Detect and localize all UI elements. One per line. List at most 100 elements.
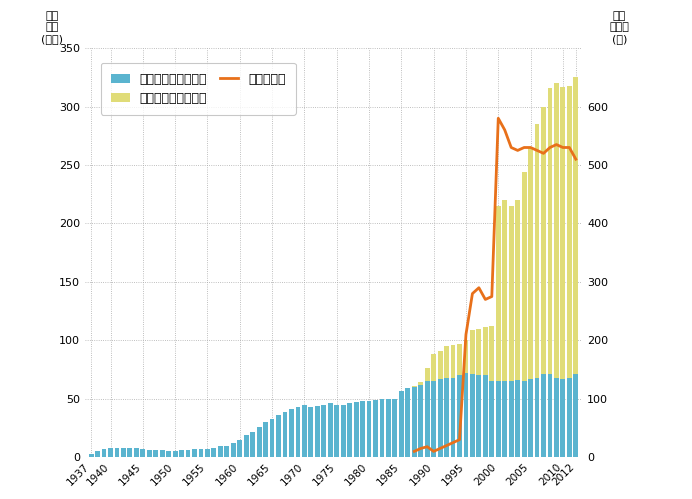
Bar xyxy=(276,415,281,457)
Bar xyxy=(464,373,468,457)
連結会社数 xyxy=(475,285,483,291)
Legend: 総従業員数（単独）, 総従業員数（連結）, 連結会社数: 総従業員数（単独）, 総従業員数（連結）, 連結会社数 xyxy=(101,62,296,115)
Bar xyxy=(509,206,513,381)
Bar xyxy=(464,340,468,373)
Bar xyxy=(134,448,139,457)
Bar xyxy=(425,368,430,381)
Bar xyxy=(237,440,242,457)
Bar xyxy=(489,381,494,457)
Bar xyxy=(541,107,546,374)
連結会社数 xyxy=(539,150,547,156)
Bar xyxy=(522,172,527,381)
Bar xyxy=(483,327,488,375)
Bar xyxy=(496,206,501,381)
Bar xyxy=(444,378,449,457)
Bar xyxy=(535,378,540,457)
Bar xyxy=(561,379,565,457)
Bar xyxy=(270,419,275,457)
Bar xyxy=(450,378,455,457)
連結会社数 xyxy=(462,331,470,337)
Bar xyxy=(554,378,559,457)
Bar xyxy=(373,400,378,457)
Line: 連結会社数: 連結会社数 xyxy=(415,118,576,452)
Bar xyxy=(334,405,339,457)
Bar xyxy=(431,381,436,457)
Bar xyxy=(541,374,546,457)
Bar xyxy=(547,374,552,457)
Bar xyxy=(444,346,449,378)
Bar xyxy=(199,449,203,457)
Bar xyxy=(108,448,113,457)
Bar xyxy=(173,452,178,457)
連結会社数 xyxy=(527,145,535,151)
Bar xyxy=(535,124,540,378)
連結会社数 xyxy=(533,147,541,153)
Bar xyxy=(102,449,107,457)
Bar xyxy=(367,401,372,457)
Bar xyxy=(328,404,333,457)
連結会社数 xyxy=(423,444,431,450)
Bar xyxy=(160,450,165,457)
Bar xyxy=(95,452,100,457)
連結会社数 xyxy=(552,142,561,148)
連結会社数 xyxy=(558,145,567,151)
連結会社数 xyxy=(455,437,464,443)
Bar xyxy=(185,450,190,457)
Bar xyxy=(340,405,345,457)
連結会社数 xyxy=(488,293,496,299)
Bar xyxy=(379,399,384,457)
連結会社数 xyxy=(507,145,516,151)
Bar xyxy=(244,435,248,457)
連結会社数 xyxy=(430,449,438,455)
Bar xyxy=(516,380,520,457)
Bar xyxy=(166,452,171,457)
Bar xyxy=(154,450,158,457)
Bar xyxy=(140,449,145,457)
連結会社数 xyxy=(468,290,477,296)
Bar xyxy=(360,401,365,457)
連結会社数 xyxy=(410,449,419,455)
Bar xyxy=(496,381,501,457)
Bar xyxy=(567,85,572,378)
Bar xyxy=(406,388,410,457)
連結会社数 xyxy=(500,127,509,133)
Bar xyxy=(502,381,507,457)
Text: 従業
員数
(千人): 従業 員数 (千人) xyxy=(42,11,63,44)
Bar xyxy=(321,405,326,457)
Bar xyxy=(425,381,430,457)
Bar xyxy=(302,405,307,457)
Bar xyxy=(437,351,442,379)
Bar xyxy=(231,443,236,457)
Bar xyxy=(457,344,462,375)
連結会社数 xyxy=(565,145,574,151)
Bar xyxy=(477,329,482,375)
Bar xyxy=(509,381,513,457)
Bar xyxy=(89,454,93,457)
Bar xyxy=(392,399,397,457)
Bar xyxy=(547,88,552,374)
Bar xyxy=(386,399,391,457)
Bar xyxy=(470,374,475,457)
Bar xyxy=(431,354,436,381)
連結会社数 xyxy=(417,446,425,452)
連結会社数 xyxy=(572,156,580,162)
Bar xyxy=(399,391,403,457)
Bar xyxy=(470,330,475,374)
Bar xyxy=(418,385,423,457)
連結会社数 xyxy=(546,145,554,151)
連結会社数 xyxy=(520,145,528,151)
Bar xyxy=(522,381,527,457)
Bar xyxy=(179,450,184,457)
Bar xyxy=(315,406,320,457)
Bar xyxy=(147,450,152,457)
Bar xyxy=(295,407,300,457)
Bar xyxy=(561,87,565,379)
Bar xyxy=(412,386,417,387)
連結会社数 xyxy=(481,296,489,302)
Bar xyxy=(483,375,488,457)
Bar xyxy=(354,402,358,457)
Bar xyxy=(347,404,352,457)
Bar xyxy=(477,375,482,457)
Bar xyxy=(412,387,417,457)
Bar xyxy=(554,83,559,378)
